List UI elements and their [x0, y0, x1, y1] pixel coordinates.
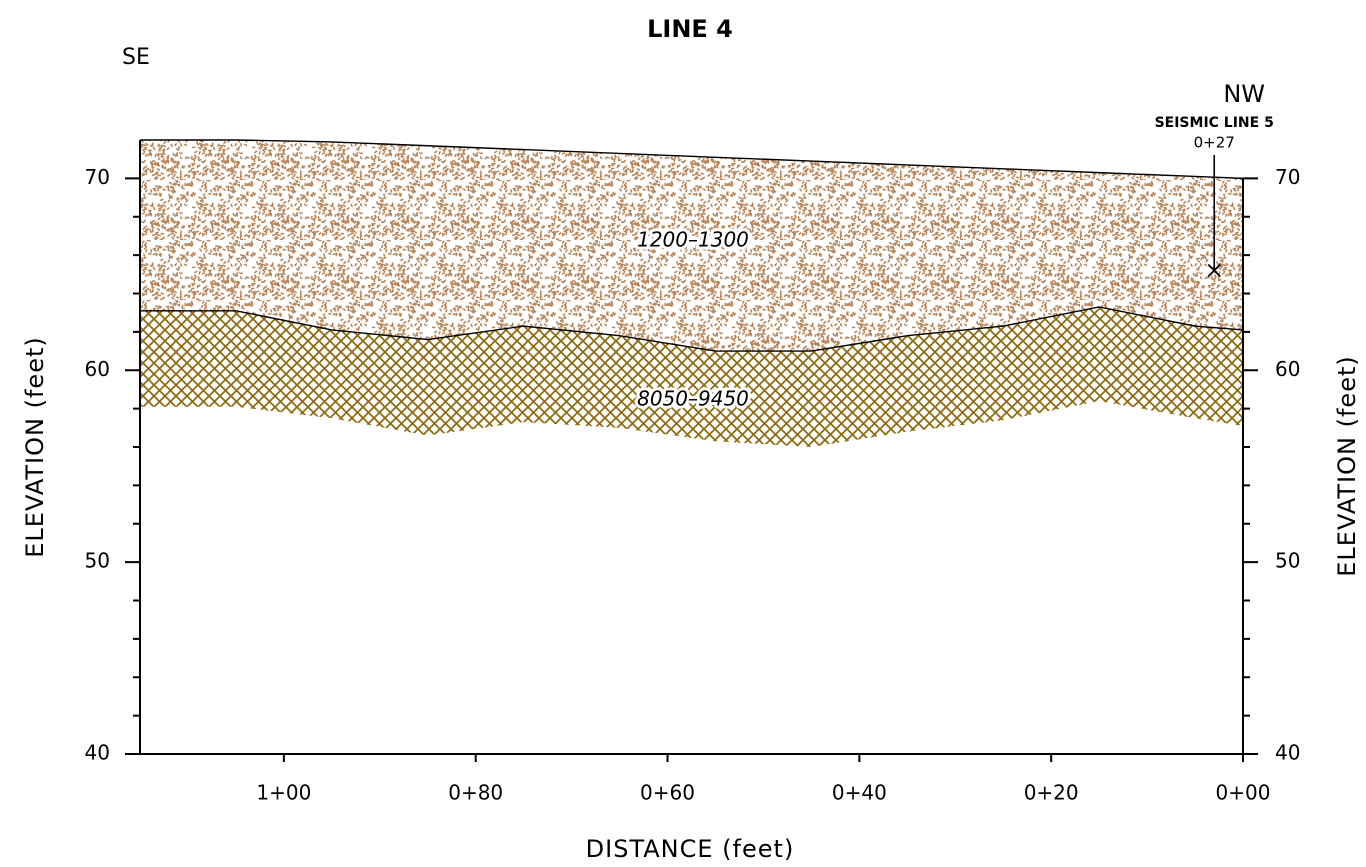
y-tick-label: 70 — [85, 165, 110, 189]
x-tick-label: 0+40 — [832, 781, 887, 805]
y2-tick-label: 50 — [1275, 549, 1300, 573]
y2-tick-label: 60 — [1275, 357, 1300, 381]
x-tick-label: 0+80 — [448, 781, 503, 805]
marker-label: SEISMIC LINE 5 — [1155, 115, 1274, 131]
y2-tick-label: 40 — [1275, 741, 1300, 765]
direction-right: NW — [1223, 80, 1265, 108]
x-tick-label: 0+20 — [1024, 781, 1079, 805]
marker-station: 0+27 — [1194, 134, 1235, 152]
layer-area — [140, 140, 1243, 352]
surface-line — [140, 139, 1244, 180]
layer-label: 8050–9450 — [637, 387, 749, 411]
y-tick-label: 40 — [85, 741, 110, 765]
direction-left: SE — [122, 45, 150, 70]
plot-area — [140, 139, 1244, 447]
layer-label: 1200–1300 — [637, 228, 749, 252]
y-tick-label: 60 — [85, 357, 110, 381]
marker — [1207, 263, 1221, 278]
y2-tick-label: 70 — [1275, 165, 1300, 189]
y-tick-label: 50 — [85, 549, 110, 573]
y2-axis-label: ELEVATION (feet) — [1333, 355, 1361, 576]
x-tick-label: 0+60 — [640, 781, 695, 805]
interface-line — [140, 306, 1244, 352]
y-axis-label: ELEVATION (feet) — [21, 336, 49, 557]
x-axis-label: DISTANCE (feet) — [586, 835, 795, 863]
layer-area — [140, 306, 1243, 447]
x-tick-label: 1+00 — [256, 781, 311, 805]
x-tick-label: 0+00 — [1216, 781, 1271, 805]
chart-title: LINE 4 — [647, 15, 733, 43]
